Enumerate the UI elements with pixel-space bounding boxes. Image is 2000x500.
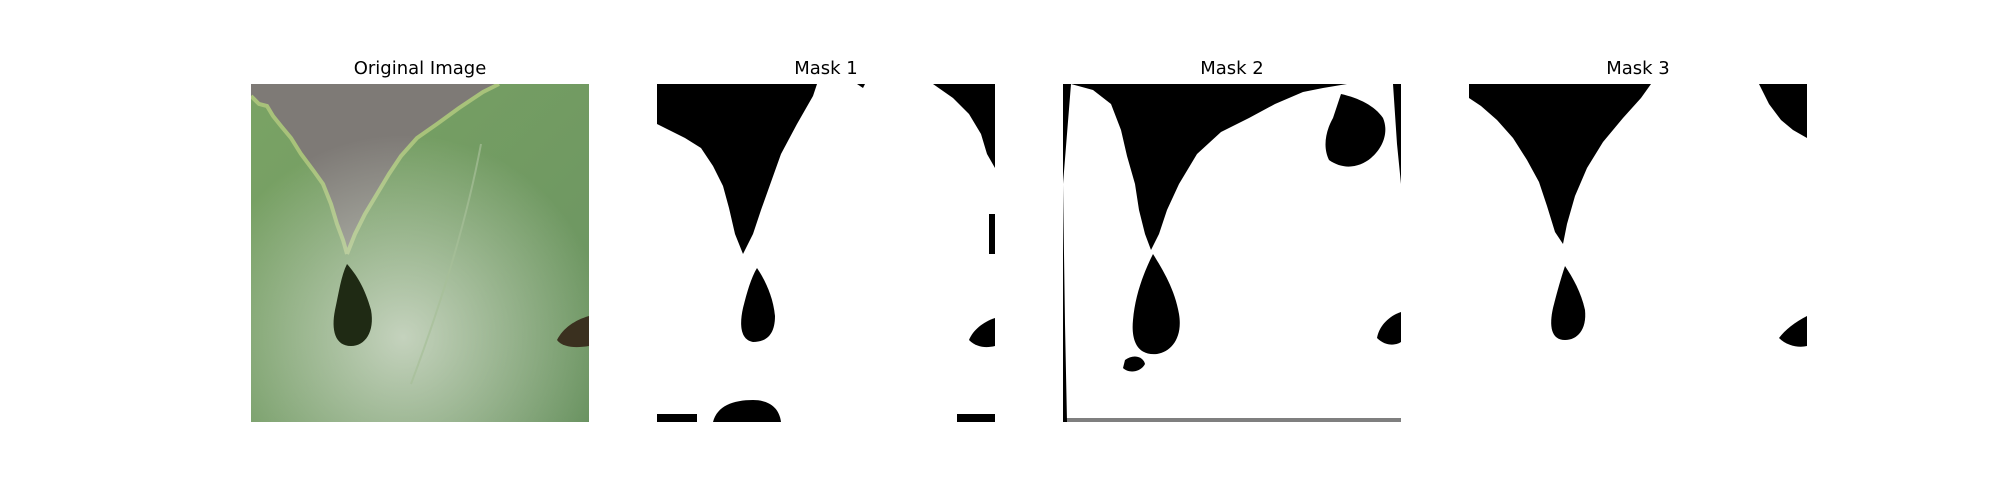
original-leaf-image [251,84,589,422]
mask-3-hole-right [1779,316,1807,347]
mask-3-hole-center [1551,266,1586,340]
mask-2-hole-center [1132,254,1180,355]
mask-1-gap [857,84,865,88]
mask-1-bottom-blob [713,400,781,422]
panel-title-mask-3: Mask 3 [1606,58,1670,79]
mask-2-top-right-patch [1325,94,1386,167]
mask-2-image [1063,84,1401,422]
leaf-vein [410,143,482,385]
mask-3-foreground [1469,84,1807,422]
leaf-hole-right [557,316,589,348]
mask-1-hole-right [969,318,995,348]
mask-2-hole-right [1377,312,1401,345]
mask-1-foreground [657,84,995,422]
panel-title-original: Original Image [353,58,487,79]
mask-1-hole-center [741,268,775,342]
mask-1-image [657,84,995,422]
mask-2-speckle [1123,356,1145,372]
leaf-hole-center [333,264,372,346]
panel-title-mask-1: Mask 1 [794,58,858,79]
panel-title-mask-2: Mask 2 [1200,58,1264,79]
mask-3-image [1469,84,1807,422]
mildew-overlay [251,84,589,422]
